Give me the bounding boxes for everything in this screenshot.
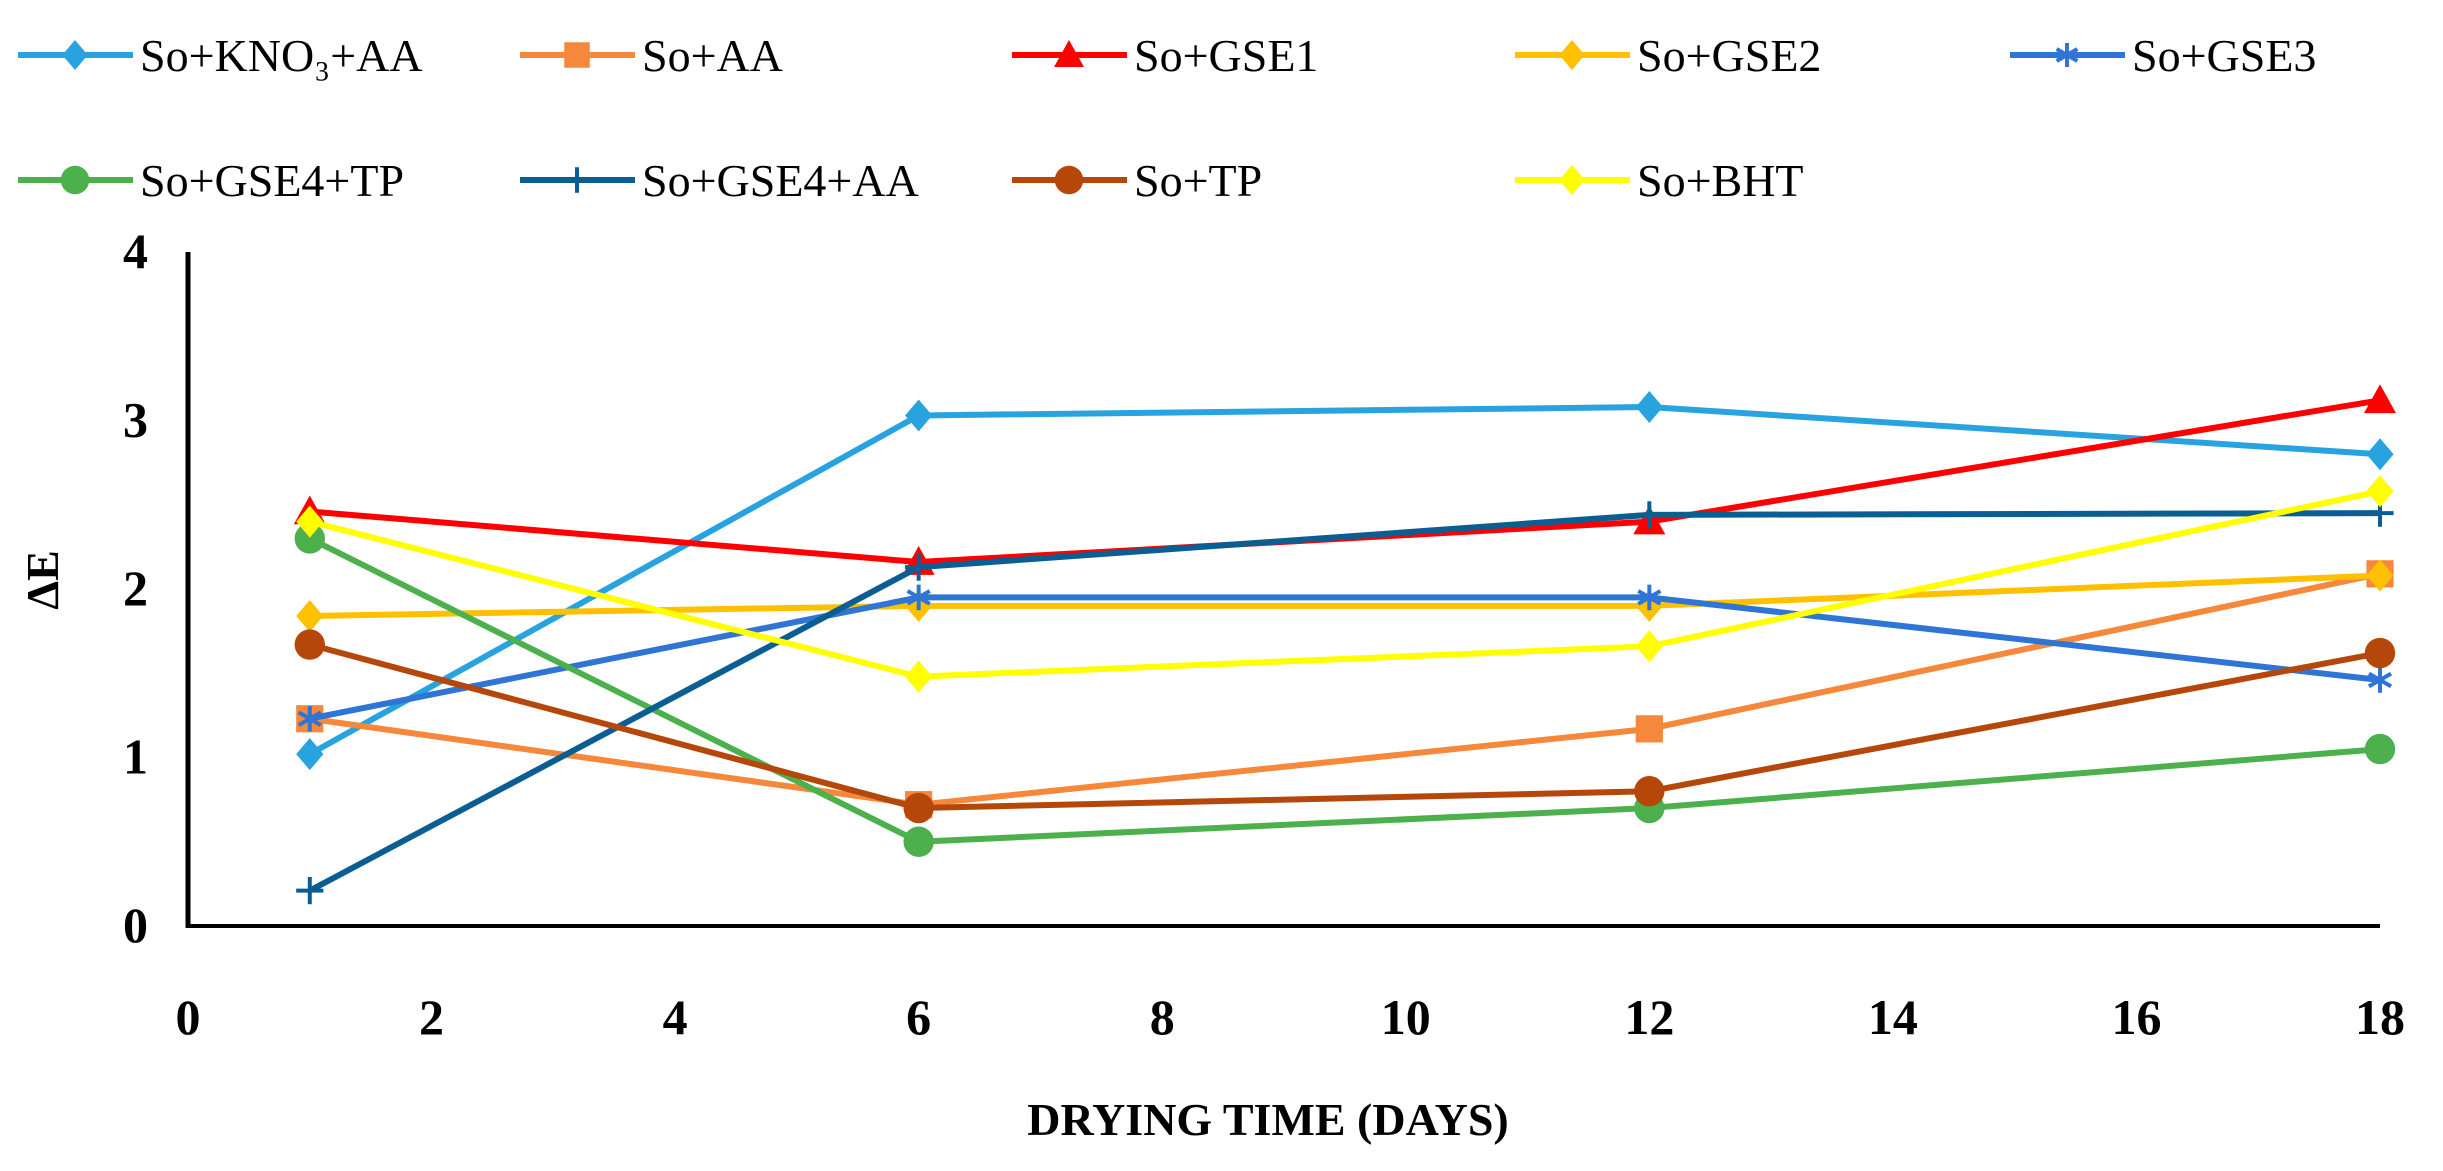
x-tick-label: 6 <box>906 989 931 1045</box>
legend-swatch-marker <box>1559 165 1585 195</box>
data-point <box>1637 584 1662 611</box>
legend-label: So+AA <box>642 30 783 81</box>
series-line <box>309 594 2381 722</box>
data-point <box>1635 391 1663 424</box>
series-line <box>309 641 2381 812</box>
legend-swatch-marker <box>564 167 590 193</box>
x-tick-label: 0 <box>176 989 201 1045</box>
x-tick-label: 12 <box>1624 989 1674 1045</box>
series-line <box>309 488 2381 680</box>
data-point <box>1635 715 1663 743</box>
legend-label: So+TP <box>1134 155 1262 206</box>
y-tick-label: 4 <box>123 223 148 279</box>
legend-swatch-marker <box>2055 43 2079 67</box>
legend-item: So+AA <box>520 30 783 81</box>
x-axis-title: DRYING TIME (DAYS) <box>1027 1094 1508 1145</box>
legend-label: So+GSE2 <box>1637 30 1821 81</box>
data-point <box>1635 501 1663 529</box>
data-point <box>2364 637 2396 669</box>
legend-item: So+KNO₃+AA <box>18 30 423 81</box>
data-point <box>905 399 933 432</box>
data-point <box>2364 733 2396 765</box>
series-line <box>309 572 2381 619</box>
data-point <box>905 553 933 581</box>
data-point <box>903 792 934 824</box>
series-line <box>308 404 2381 757</box>
legend-label: So+GSE4+AA <box>642 155 919 206</box>
legend-swatch-marker <box>564 42 590 68</box>
data-point <box>2366 438 2394 471</box>
x-tick-label: 16 <box>2111 989 2161 1045</box>
data-point <box>296 505 324 538</box>
legend-label: So+GSE4+TP <box>140 155 404 206</box>
legend-swatch-marker <box>1054 165 1084 195</box>
legend-item: So+GSE1 <box>1012 30 1318 81</box>
data-point <box>2367 667 2393 693</box>
data-point <box>2366 559 2394 592</box>
data-point <box>296 738 324 771</box>
data-point <box>903 826 934 857</box>
legend-item: So+BHT <box>1515 155 1804 206</box>
data-point <box>2364 384 2396 414</box>
y-tick-label: 1 <box>123 729 148 785</box>
legend-item: So+GSE3 <box>2010 30 2316 81</box>
y-tick-label: 2 <box>123 560 148 616</box>
data-point <box>296 599 324 632</box>
legend-label: So+BHT <box>1637 155 1804 206</box>
legend-label: So+GSE3 <box>2132 30 2316 81</box>
legend: So+KNO₃+AA So+AA So+GSE1 So+GSE2 So+GSE3 So+G… <box>18 30 2316 206</box>
legend-swatch-marker <box>1054 40 1084 67</box>
data-point <box>294 523 325 554</box>
series-line <box>308 535 2381 845</box>
x-tick-label: 14 <box>1868 989 1918 1045</box>
legend-swatch-marker <box>60 165 90 195</box>
data-point <box>296 877 324 905</box>
legend-item: So+GSE4+TP <box>18 155 404 206</box>
legend-label: So+KNO₃+AA <box>140 30 423 81</box>
legend-label: So+GSE1 <box>1134 30 1318 81</box>
data-point <box>294 629 325 660</box>
y-axis-title: ΔE <box>17 550 68 610</box>
legend-item: So+TP <box>1012 155 1262 206</box>
legend-item: So+GSE4+AA <box>520 155 919 206</box>
legend-swatch-marker <box>62 40 88 70</box>
data-point <box>905 660 933 693</box>
x-tick-label: 2 <box>419 989 444 1045</box>
data-point <box>297 705 322 732</box>
data-point <box>1635 630 1663 663</box>
y-tick-label: 0 <box>123 897 148 953</box>
data-point <box>2366 475 2394 508</box>
y-tick-label: 3 <box>123 392 148 448</box>
data-point <box>906 584 931 611</box>
data-point <box>1634 776 1665 807</box>
legend-swatch-marker <box>1559 40 1585 70</box>
series-line <box>308 510 2381 894</box>
x-tick-label: 4 <box>663 989 688 1045</box>
x-tick-label: 10 <box>1381 989 1431 1045</box>
x-tick-label: 18 <box>2355 989 2405 1045</box>
series-group <box>293 384 2396 905</box>
series-line <box>309 570 2381 808</box>
legend-item: So+GSE2 <box>1515 30 1821 81</box>
x-tick-label: 8 <box>1150 989 1175 1045</box>
